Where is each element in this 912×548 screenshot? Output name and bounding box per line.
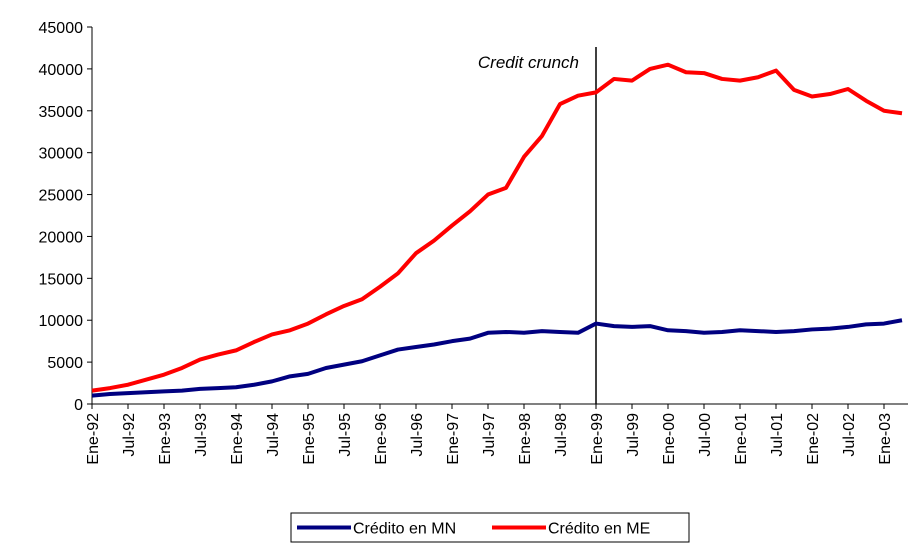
x-tick-label: Ene-01 (733, 413, 750, 465)
x-tick-label: Jul-93 (193, 413, 210, 457)
y-tick-label: 25000 (39, 188, 84, 205)
x-tick-label: Jul-01 (769, 413, 786, 457)
x-tick-label: Jul-02 (841, 413, 858, 457)
y-tick-label: 10000 (39, 313, 84, 330)
x-tick-label: Ene-00 (661, 413, 678, 465)
x-tick-label: Ene-94 (229, 413, 246, 465)
x-tick-label: Jul-97 (481, 413, 498, 457)
x-tick-label: Ene-97 (445, 413, 462, 465)
y-tick-label: 20000 (39, 229, 84, 246)
y-tick-label: 40000 (39, 62, 84, 79)
x-tick-label: Ene-02 (805, 413, 822, 465)
x-tick-label: Ene-98 (517, 413, 534, 465)
legend-label: Crédito en MN (353, 521, 456, 538)
x-tick-label: Jul-00 (697, 413, 714, 457)
x-tick-label: Ene-99 (589, 413, 606, 465)
x-tick-label: Ene-92 (85, 413, 102, 465)
y-tick-label: 30000 (39, 146, 84, 163)
x-tick-label: Jul-94 (265, 413, 282, 457)
y-tick-label: 5000 (47, 355, 83, 372)
x-tick-label: Ene-95 (301, 413, 318, 465)
x-tick-label: Jul-98 (553, 413, 570, 457)
x-tick-label: Ene-03 (877, 413, 894, 465)
series-line (91, 62, 903, 393)
x-tick-label: Jul-99 (625, 413, 642, 457)
y-tick-label: 35000 (39, 104, 84, 121)
legend-label: Crédito en ME (548, 521, 650, 538)
y-tick-label: 45000 (39, 20, 84, 37)
x-tick-label: Jul-92 (121, 413, 138, 457)
x-tick-label: Jul-95 (337, 413, 354, 457)
x-tick-label: Ene-96 (373, 413, 390, 465)
x-tick-label: Jul-96 (409, 413, 426, 457)
y-tick-label: 0 (74, 397, 83, 414)
series-line (91, 318, 903, 398)
x-tick-label: Ene-93 (157, 413, 174, 465)
legend (290, 512, 690, 543)
annotation: Credit crunch (478, 53, 579, 72)
y-tick-label: 15000 (39, 271, 84, 288)
